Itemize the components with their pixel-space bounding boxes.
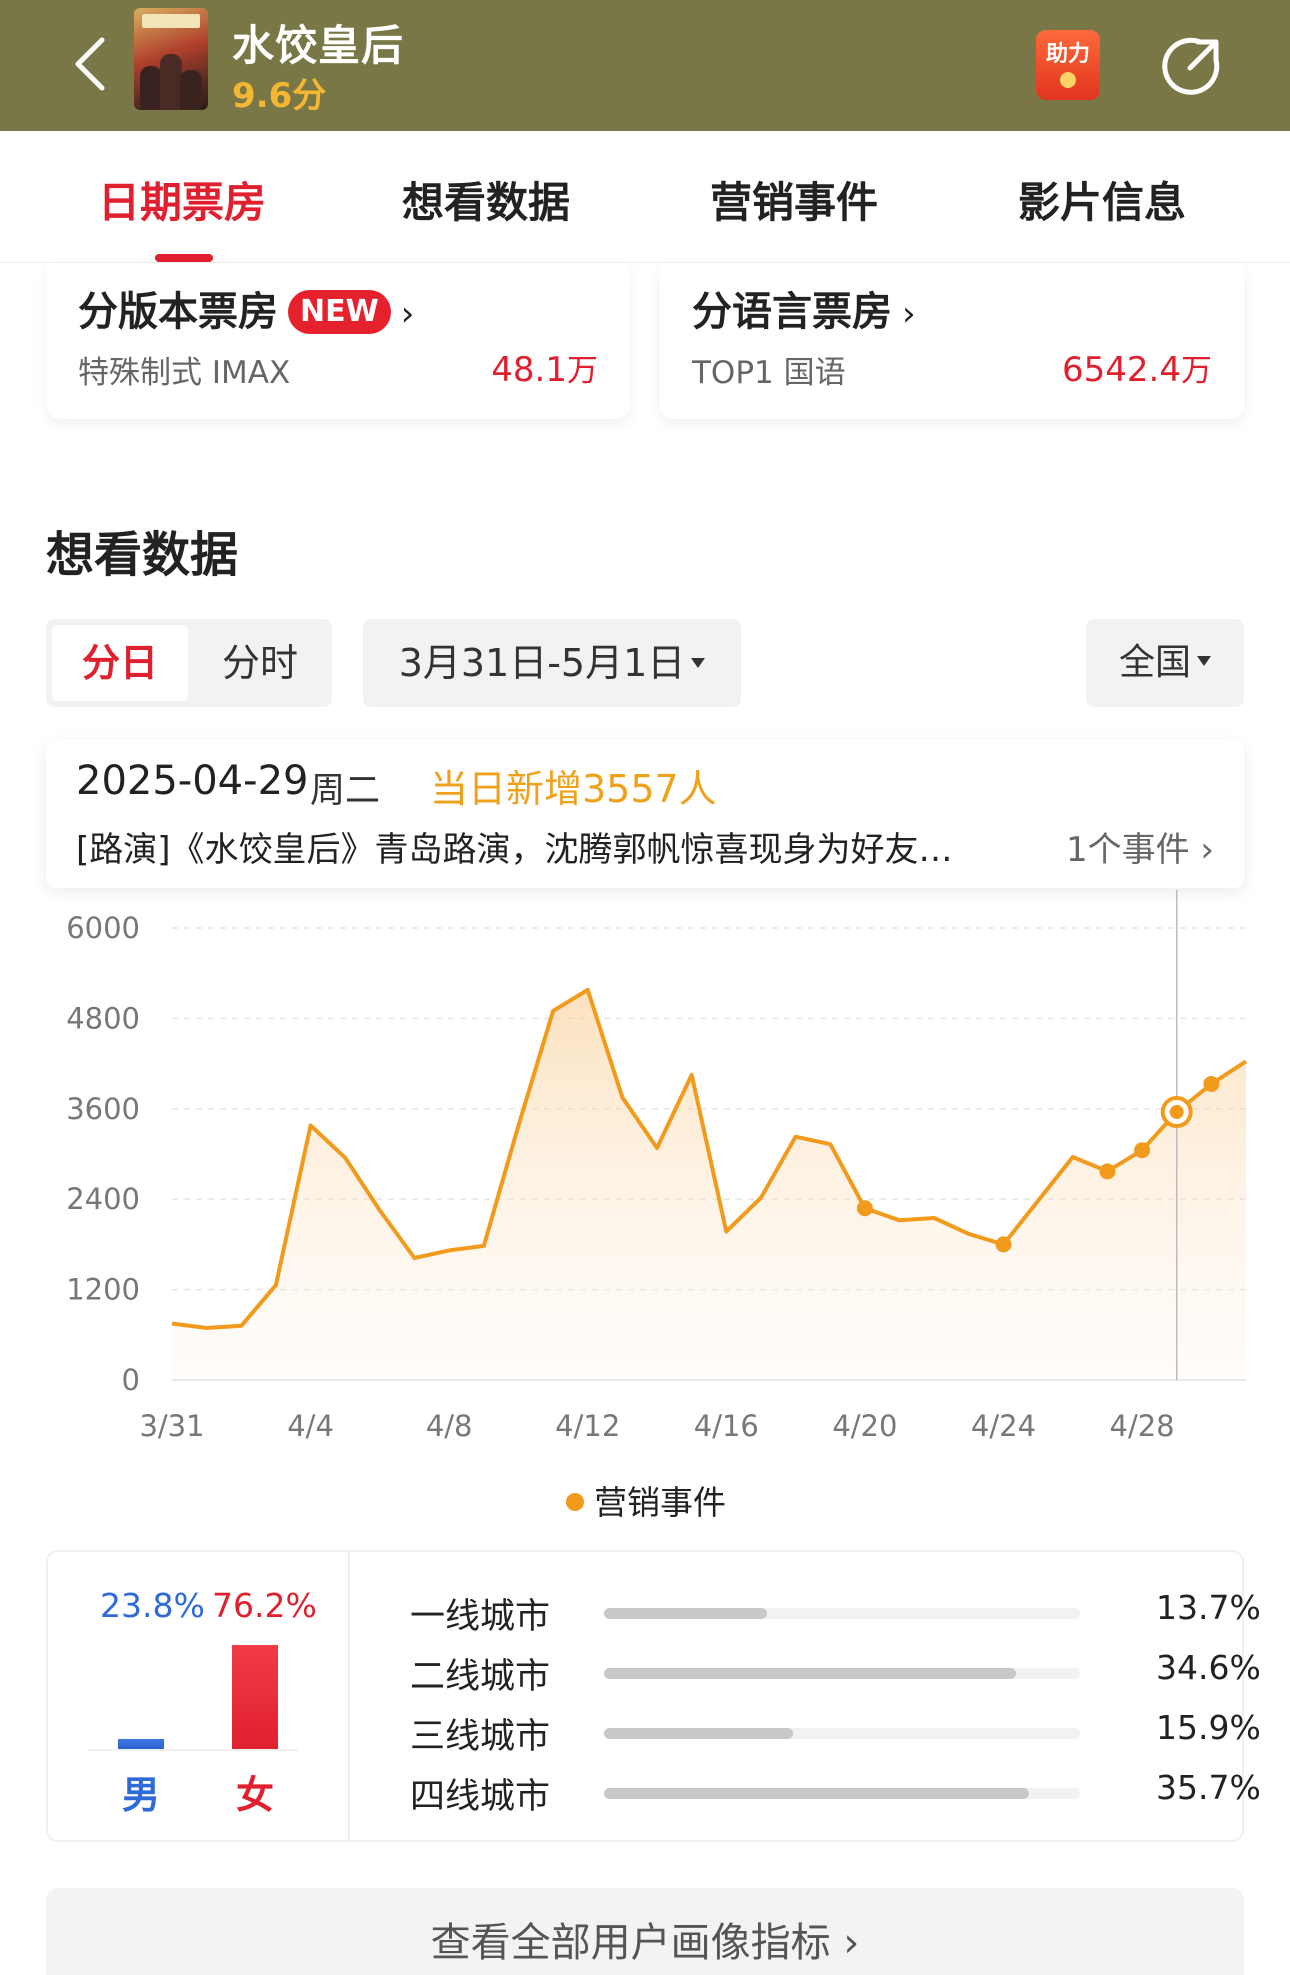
y-tick-label: 2400 [66,1182,140,1216]
selected-point-center [1169,1105,1184,1120]
x-tick-label: 4/28 [1110,1409,1175,1443]
tab-bar: 日期票房 想看数据 营销事件 影片信息 [0,131,1290,263]
chevron-right-icon: › [902,294,916,334]
version-box-office-card[interactable]: 分版本票房 NEW › 特殊制式 IMAX 48.1万 [46,263,630,419]
tab-movie-info[interactable]: 影片信息 [1018,178,1187,227]
chart-line [171,987,1248,1330]
tooltip-date: 2025-04-29 [76,758,309,804]
city-tier-track [604,1728,1080,1739]
female-label: 女 [236,1773,275,1817]
tab-want-data[interactable]: 想看数据 [402,178,571,227]
city-tier-name: 三线城市 [410,1717,551,1757]
language-box-office-card[interactable]: 分语言票房 › TOP1 国语 6542.4万 [660,263,1244,419]
movie-poster[interactable] [134,8,208,110]
city-tier-track [604,1788,1080,1799]
tooltip-new-count: 当日新增3557人 [430,767,717,811]
divider [348,1552,350,1840]
daily-toggle[interactable]: 分日 [52,625,188,701]
coin-icon [1060,72,1076,88]
city-tier-row: 二线城市 34.6% [410,1648,1261,1698]
dropdown-arrow-icon [691,658,706,668]
tooltip-event-count[interactable]: 1个事件 › [1065,830,1214,870]
female-percent: 76.2% [212,1586,317,1625]
card-title: 分版本票房 NEW › [78,289,415,335]
y-tick-label: 6000 [66,911,140,945]
male-percent: 23.8% [100,1586,205,1625]
event-point[interactable] [995,1236,1012,1253]
city-tier-percent: 34.6% [1156,1648,1261,1687]
granularity-toggle: 分日 分时 [46,619,332,707]
card-subtitle: 特殊制式 IMAX [78,355,291,391]
city-tier-row: 一线城市 13.7% [410,1588,1261,1638]
event-point[interactable] [856,1200,873,1217]
top-bar: 水饺皇后 9.6分 助力 [0,0,1290,131]
x-tick-label: 4/4 [287,1409,334,1443]
dropdown-arrow-icon [1197,656,1211,666]
chart-tooltip: 2025-04-29 周二 当日新增3557人 [路演]《水饺皇后》青岛路演，沈… [46,740,1244,888]
y-tick-label: 4800 [66,1001,140,1035]
city-tier-fill [604,1788,1029,1799]
hourly-toggle[interactable]: 分时 [221,641,298,685]
x-tick-label: 4/12 [555,1409,620,1443]
card-title: 分语言票房 › [692,289,916,335]
want-to-see-chart[interactable]: 0 1200 2400 3600 4800 6000 3/31 4/4 4/8 4/12 4/16… [0,890,1290,1450]
card-value: 48.1万 [491,350,598,390]
chart-legend: 营销事件 [566,1476,726,1524]
event-point[interactable] [1099,1163,1116,1180]
user-profile-card: 23.8% 76.2% 男 女 一线城市 13.7% 二线城市 34.6% 三线… [46,1550,1261,1842]
y-tick-label: 1200 [66,1273,140,1307]
chart-area [172,989,1246,1380]
gender-baseline [88,1749,298,1751]
tooltip-event[interactable]: [路演]《水饺皇后》青岛路演，沈腾郭帆惊喜现身为好友… [76,830,953,870]
back-icon[interactable] [70,34,110,94]
city-tier-row: 四线城市 35.7% [410,1768,1261,1818]
x-tick-label: 4/20 [832,1409,897,1443]
city-tier-track [604,1668,1080,1679]
x-tick-label: 4/16 [694,1409,759,1443]
x-tick-label: 3/31 [139,1409,204,1443]
city-tier-name: 一线城市 [410,1597,551,1637]
tab-marketing-events[interactable]: 营销事件 [710,178,879,227]
city-tier-name: 四线城市 [410,1777,551,1817]
active-tab-indicator [155,254,213,262]
city-tier-track [604,1608,1080,1619]
event-point[interactable] [1134,1142,1151,1159]
x-tick-label: 4/8 [426,1409,473,1443]
card-subtitle: TOP1 国语 [692,355,846,391]
event-point[interactable] [1203,1075,1220,1092]
x-tick-label: 4/24 [971,1409,1036,1443]
city-tier-percent: 13.7% [1156,1588,1261,1627]
tab-daily-box-office[interactable]: 日期票房 [98,178,267,227]
city-tier-percent: 35.7% [1156,1768,1261,1807]
y-tick-label: 0 [122,1363,140,1397]
y-tick-label: 3600 [66,1092,140,1126]
movie-score: 9.6分 [232,76,327,116]
male-label: 男 [122,1773,161,1817]
female-bar [232,1645,278,1749]
legend-dot-icon [566,1493,584,1511]
card-value: 6542.4万 [1062,350,1212,390]
view-all-profile-button[interactable]: 查看全部用户画像指标 › [46,1888,1244,1975]
male-bar [118,1738,164,1749]
city-tier-fill [604,1608,768,1619]
city-tier-row: 三线城市 15.9% [410,1708,1261,1758]
section-title: 想看数据 [46,527,239,583]
city-tier-fill [604,1668,1016,1679]
city-tier-name: 二线城市 [410,1657,551,1697]
new-badge: NEW [288,290,391,334]
city-tier-fill [604,1728,794,1739]
help-button-label: 助力 [1045,42,1090,67]
region-picker[interactable]: 全国 [1086,619,1244,707]
movie-title: 水饺皇后 [232,21,405,70]
tooltip-weekday: 周二 [310,771,381,811]
help-button[interactable]: 助力 [1036,30,1100,100]
share-icon[interactable] [1160,34,1224,98]
chevron-right-icon: › [400,294,415,334]
date-range-picker[interactable]: 3月31日-5月1日 [363,619,741,707]
city-tier-percent: 15.9% [1156,1708,1261,1747]
